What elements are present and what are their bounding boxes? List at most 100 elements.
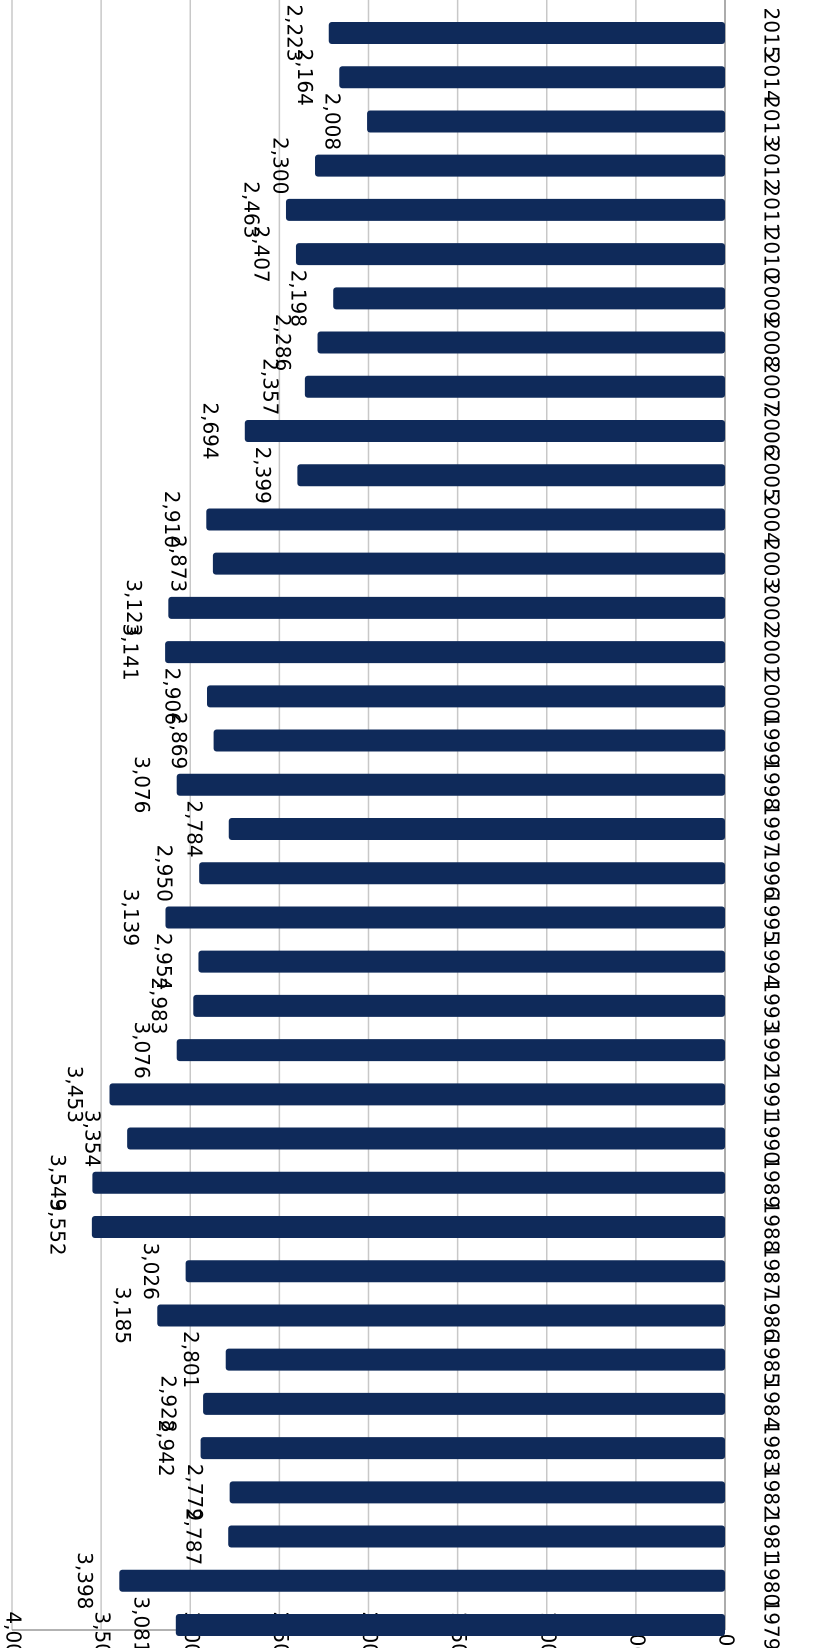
bar <box>109 1083 725 1106</box>
data-label: 2,801 <box>179 1331 203 1388</box>
y-tick-label: 1997 <box>760 804 784 855</box>
y-tick-label: 2007 <box>760 361 784 412</box>
data-label: 2,399 <box>251 447 275 504</box>
bar <box>91 1216 725 1238</box>
y-tick-label: 1980 <box>760 1555 784 1606</box>
y-tick-label: 1994 <box>760 936 784 987</box>
bar <box>333 287 725 310</box>
y-tick-label: 2004 <box>760 494 784 545</box>
bar <box>175 1614 725 1636</box>
data-label: 3,081 <box>129 1596 153 1648</box>
data-label: 2,869 <box>167 712 191 769</box>
data-label: 3,076 <box>130 1021 154 1078</box>
y-tick-label: 1995 <box>760 892 784 943</box>
y-tick-label: 2002 <box>760 582 784 633</box>
y-tick-label: 2013 <box>760 96 784 147</box>
data-label: 2,407 <box>249 225 273 282</box>
y-tick-label: 1984 <box>760 1378 784 1429</box>
bar <box>200 1437 725 1460</box>
y-tick-label: 2012 <box>760 140 784 191</box>
data-label: 3,549 <box>46 1154 70 1211</box>
data-label: 2,008 <box>321 93 345 150</box>
bar <box>157 1304 725 1327</box>
bar <box>317 331 725 354</box>
y-tick-label: 1983 <box>760 1423 784 1474</box>
data-label: 2,779 <box>183 1464 207 1521</box>
data-label: 3,398 <box>73 1552 97 1609</box>
y-tick-label: 2014 <box>760 52 784 103</box>
data-label: 2,954 <box>152 933 176 990</box>
y-tick-label: 1998 <box>760 759 784 810</box>
bar <box>367 110 725 133</box>
data-label: 2,910 <box>160 491 184 548</box>
y-tick-label: 1990 <box>760 1113 784 1164</box>
data-label: 2,950 <box>153 845 177 902</box>
y-tick-label: 2009 <box>760 273 784 324</box>
bar <box>206 508 726 531</box>
data-label: 3,185 <box>111 1287 135 1344</box>
y-tick-label: 2010 <box>760 229 784 280</box>
y-tick-label: 2000 <box>760 671 784 722</box>
bar <box>193 994 725 1017</box>
y-tick-label: 1982 <box>760 1467 784 1518</box>
y-tick-label: 1985 <box>760 1334 784 1385</box>
bar <box>295 243 725 266</box>
y-tick-label: 1991 <box>760 1069 784 1120</box>
y-tick-label: 2011 <box>760 184 784 235</box>
bar <box>225 1348 726 1371</box>
bar <box>119 1569 725 1592</box>
data-label: 2,873 <box>166 535 190 592</box>
data-label: 2,983 <box>147 977 171 1034</box>
bar <box>328 22 725 44</box>
y-tick-label: 1979 <box>760 1600 784 1648</box>
y-tick-label: 1987 <box>760 1246 784 1297</box>
y-tick-label: 2003 <box>760 538 784 589</box>
y-tick-label: 2006 <box>760 406 784 457</box>
data-label: 2,784 <box>182 800 206 857</box>
bar <box>168 596 725 619</box>
bar <box>244 420 725 442</box>
bar <box>199 862 726 885</box>
data-label: 2,357 <box>258 358 282 415</box>
bar <box>176 773 725 796</box>
data-label: 3,354 <box>81 1110 105 1167</box>
data-label: 3,123 <box>122 579 146 636</box>
bar <box>92 1171 725 1194</box>
y-tick-label: 1981 <box>760 1511 784 1562</box>
data-label: 2,300 <box>269 137 293 194</box>
bar <box>165 906 725 929</box>
y-tick-label: 2008 <box>760 317 784 368</box>
data-label: 2,223 <box>282 4 306 61</box>
bar <box>229 1481 725 1504</box>
y-tick-label: 1989 <box>760 1157 784 1208</box>
bar <box>198 950 726 973</box>
x-tick-label: 0 <box>715 1634 739 1647</box>
y-tick-label: 1999 <box>760 715 784 766</box>
y-tick-label: 2005 <box>760 450 784 501</box>
data-label: 2,942 <box>154 1419 178 1476</box>
bar <box>228 1525 725 1548</box>
bar <box>228 818 725 840</box>
data-label: 3,141 <box>119 623 143 680</box>
data-label: 2,198 <box>287 270 311 327</box>
data-label: 3,026 <box>139 1243 163 1300</box>
data-label: 2,694 <box>198 402 222 459</box>
bar <box>297 464 725 487</box>
data-label: 2,928 <box>157 1375 181 1432</box>
data-label: 2,463 <box>239 181 263 238</box>
bar <box>127 1127 726 1150</box>
data-label: 2,286 <box>271 314 295 371</box>
bar <box>315 154 725 177</box>
bar <box>339 66 725 89</box>
bar <box>176 1039 725 1062</box>
bar <box>213 729 725 752</box>
data-label: 2,906 <box>161 668 185 725</box>
data-label: 3,552 <box>45 1198 69 1255</box>
y-tick-label: 1993 <box>760 980 784 1031</box>
y-tick-label: 1988 <box>760 1202 784 1253</box>
y-tick-label: 1986 <box>760 1290 784 1341</box>
bar <box>207 685 725 708</box>
y-tick-label: 2001 <box>760 627 784 678</box>
y-tick-label: 1992 <box>760 1025 784 1076</box>
